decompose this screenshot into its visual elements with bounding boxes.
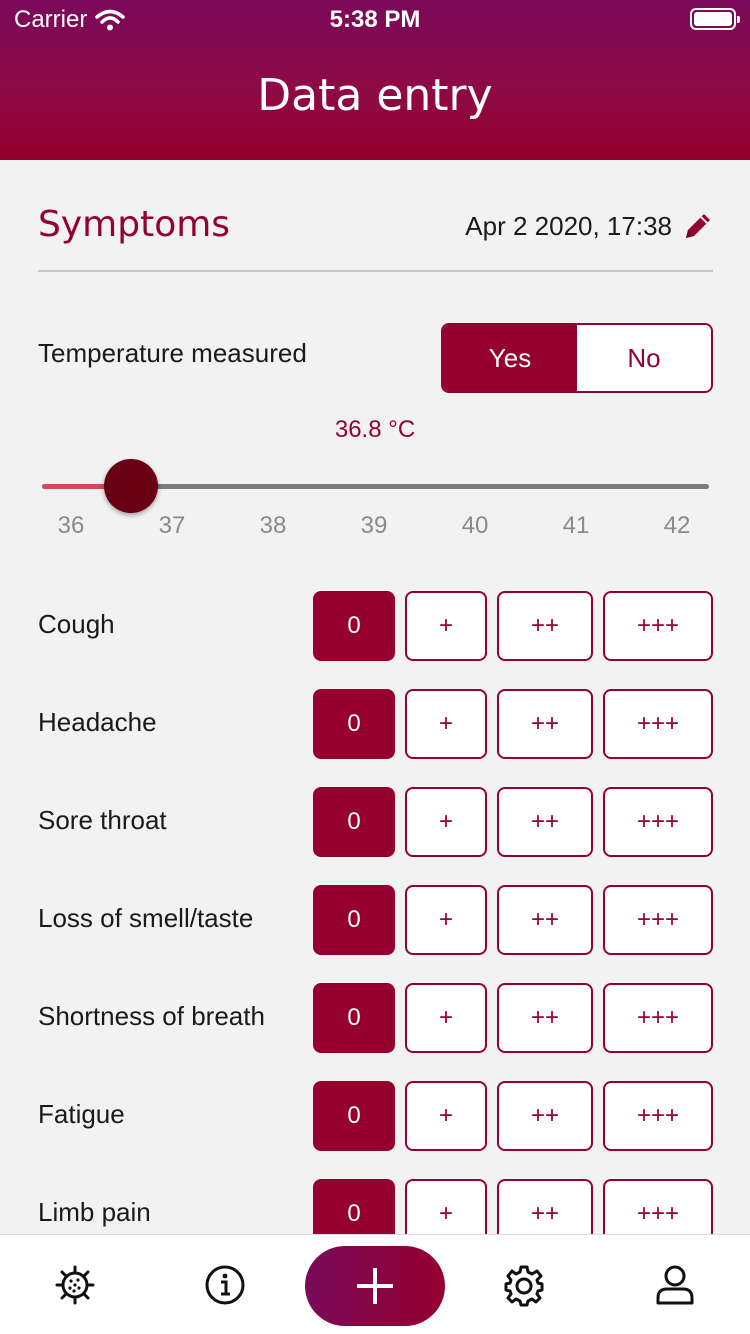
severity-button[interactable]: +++ — [603, 591, 713, 661]
temperature-tick-label: 42 — [663, 512, 691, 539]
pencil-icon[interactable] — [682, 210, 714, 242]
temperature-slider-track[interactable] — [42, 484, 709, 489]
severity-button[interactable]: 0 — [313, 1179, 395, 1234]
symptom-label: Sore throat — [38, 805, 167, 835]
severity-button[interactable]: +++ — [603, 1179, 713, 1234]
severity-button[interactable]: ++ — [497, 983, 593, 1053]
severity-button[interactable]: 0 — [313, 591, 395, 661]
severity-button[interactable]: ++ — [497, 787, 593, 857]
tab-bar — [0, 1234, 750, 1334]
severity-button[interactable]: + — [405, 1081, 487, 1151]
temperature-measured-label: Temperature measured — [38, 338, 307, 368]
date-time-label: Apr 2 2020, 17:38 — [465, 210, 672, 241]
add-entry-button[interactable] — [305, 1246, 445, 1326]
symptom-label: Limb pain — [38, 1197, 151, 1227]
temperature-tick-label: 38 — [259, 512, 287, 539]
status-bar: Carrier 5:38 PM — [0, 0, 750, 40]
severity-button[interactable]: +++ — [603, 787, 713, 857]
temperature-slider-thumb[interactable] — [103, 459, 158, 513]
carrier: Carrier — [14, 6, 126, 34]
severity-button[interactable]: + — [405, 689, 487, 759]
severity-button[interactable]: ++ — [497, 1081, 593, 1151]
severity-button[interactable]: +++ — [603, 1081, 713, 1151]
severity-button[interactable]: + — [405, 885, 487, 955]
symptom-row: Fatigue 0 + ++ +++ — [0, 1081, 750, 1151]
severity-button[interactable]: ++ — [497, 885, 593, 955]
status-time: 5:38 PM — [329, 6, 421, 33]
severity-button[interactable]: 0 — [313, 983, 395, 1053]
navigation-header: Carrier 5:38 PM Data entry — [0, 0, 750, 160]
symptom-row: Sore throat 0 + ++ +++ — [0, 787, 750, 857]
severity-button[interactable]: 0 — [313, 1081, 395, 1151]
temperature-tick-label: 37 — [158, 512, 186, 539]
section-divider — [38, 270, 713, 272]
severity-button[interactable]: +++ — [603, 983, 713, 1053]
severity-button[interactable]: ++ — [497, 689, 593, 759]
temperature-no-button[interactable]: No — [577, 325, 711, 391]
symptom-label: Loss of smell/taste — [38, 903, 254, 933]
symptom-label: Fatigue — [38, 1099, 125, 1129]
temperature-yes-button[interactable]: Yes — [443, 325, 577, 391]
severity-button[interactable]: + — [405, 787, 487, 857]
temperature-tick-label: 36 — [57, 512, 85, 539]
temperature-tick-label: 41 — [562, 512, 590, 539]
info-icon[interactable] — [203, 1263, 247, 1307]
severity-button[interactable]: 0 — [313, 689, 395, 759]
wifi-icon — [95, 9, 126, 31]
temperature-tick-label: 40 — [461, 512, 489, 539]
battery-icon — [690, 8, 740, 30]
symptom-row: Shortness of breath 0 + ++ +++ — [0, 983, 750, 1053]
gear-icon[interactable] — [502, 1263, 546, 1307]
plus-icon — [357, 1268, 393, 1304]
date-time-editor[interactable]: Apr 2 2020, 17:38 — [465, 210, 714, 242]
temperature-scale: 36 37 38 39 40 41 42 — [42, 512, 709, 542]
severity-button[interactable]: + — [405, 1179, 487, 1234]
severity-button[interactable]: 0 — [313, 885, 395, 955]
symptom-row: Cough 0 + ++ +++ — [0, 591, 750, 661]
severity-button[interactable]: +++ — [603, 689, 713, 759]
severity-button[interactable]: + — [405, 983, 487, 1053]
temperature-value: 36.8 °C — [334, 416, 416, 443]
section-title: Symptoms — [38, 204, 231, 245]
symptom-row: Headache 0 + ++ +++ — [0, 689, 750, 759]
severity-button[interactable]: ++ — [497, 1179, 593, 1234]
severity-button[interactable]: + — [405, 591, 487, 661]
temperature-tick-label: 39 — [360, 512, 388, 539]
temperature-measured-toggle[interactable]: Yes No — [441, 323, 713, 393]
severity-button[interactable]: ++ — [497, 591, 593, 661]
temperature-slider-fill — [42, 484, 131, 489]
severity-button[interactable]: +++ — [603, 885, 713, 955]
severity-button[interactable]: 0 — [313, 787, 395, 857]
page-title: Data entry — [257, 70, 493, 121]
symptom-label: Shortness of breath — [38, 1001, 265, 1031]
symptom-label: Headache — [38, 707, 157, 737]
symptom-label: Cough — [38, 609, 115, 639]
symptom-row: Loss of smell/taste 0 + ++ +++ — [0, 885, 750, 955]
carrier-label: Carrier — [14, 6, 88, 33]
data-entry-form: Symptoms Apr 2 2020, 17:38 Temperature m… — [0, 160, 750, 1234]
user-icon[interactable] — [653, 1263, 697, 1307]
virus-icon[interactable] — [53, 1263, 97, 1307]
symptom-row: Limb pain 0 + ++ +++ — [0, 1179, 750, 1234]
